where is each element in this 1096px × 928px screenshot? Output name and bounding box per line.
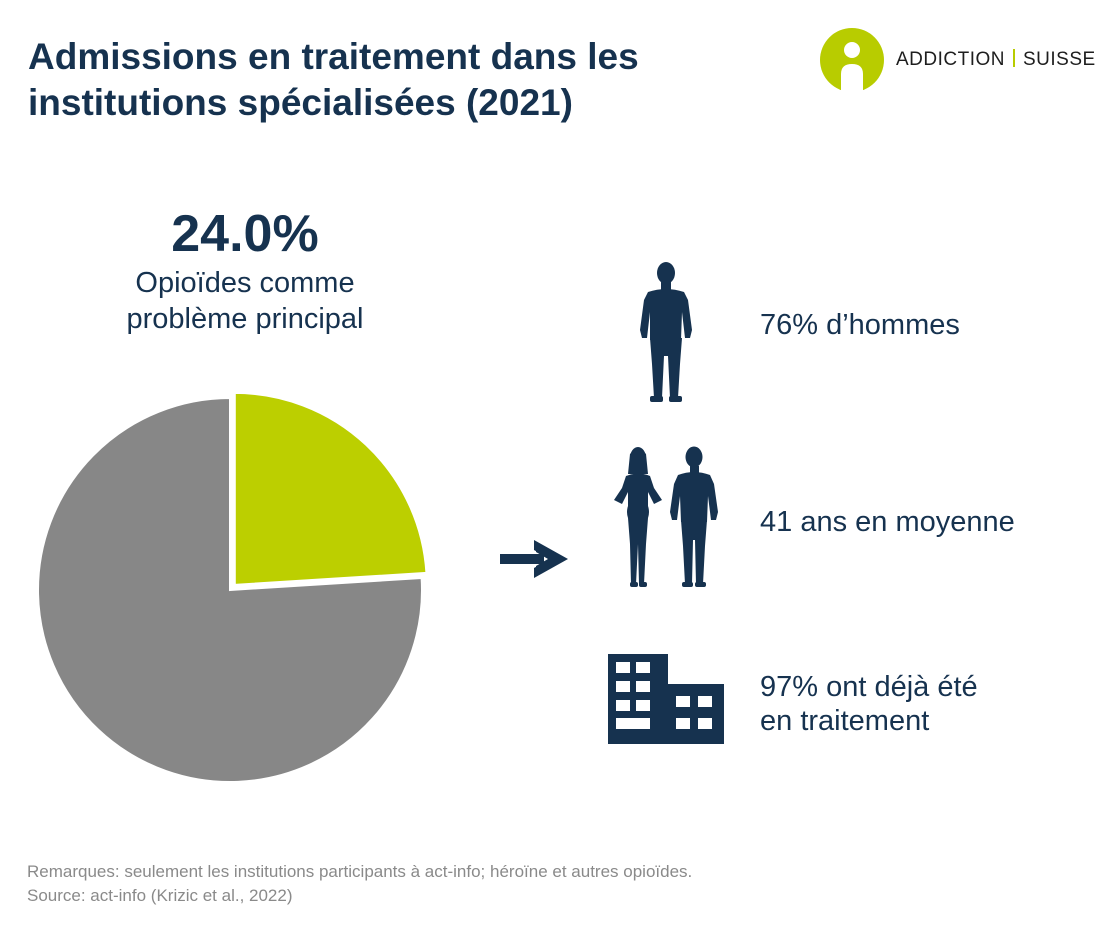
pie-chart xyxy=(37,391,428,783)
pie-caption-line-1: Opioïdes comme xyxy=(135,267,355,299)
pie-slice-1 xyxy=(233,391,428,586)
couple-silhouette-icon xyxy=(614,446,718,587)
pie-headline: 24.0% Opioïdes comme problème principal xyxy=(90,203,400,337)
pie-slice-2 xyxy=(37,396,423,783)
stat-age-text: 41 ans en moyenne xyxy=(760,506,1015,538)
chart-title: Admissions en traitement dans les instit… xyxy=(28,36,639,123)
stat-men: 76% d’hommes xyxy=(760,308,960,342)
arrow-right-icon xyxy=(500,540,568,578)
stat-previous-treatment-line-2: en traitement xyxy=(760,705,930,737)
building-icon xyxy=(608,654,724,744)
pie-caption-line-2: problème principal xyxy=(126,303,364,335)
man-silhouette-icon xyxy=(640,262,692,402)
remarks-note: Remarques: seulement les institutions pa… xyxy=(27,862,693,881)
logo-word-suisse: SUISSE xyxy=(1023,49,1096,70)
logo-person-icon xyxy=(820,28,884,92)
source-note: Source: act-info (Krizic et al., 2022) xyxy=(27,886,293,905)
stat-men-text: 76% d’hommes xyxy=(760,309,960,341)
stat-previous-treatment-line-1: 97% ont déjà été xyxy=(760,671,978,703)
logo-word-addiction: ADDICTION xyxy=(896,49,1005,70)
addiction-suisse-logo: ADDICTION SUISSE xyxy=(820,28,1095,92)
stat-age: 41 ans en moyenne xyxy=(760,505,1015,539)
stat-previous-treatment: 97% ont déjà été en traitement xyxy=(760,670,978,738)
logo-divider xyxy=(1013,49,1015,67)
pie-data-label: 24.0% xyxy=(171,205,319,263)
logo-text: ADDICTION SUISSE xyxy=(896,49,1096,71)
footnotes: Remarques: seulement les institutions pa… xyxy=(27,860,692,908)
